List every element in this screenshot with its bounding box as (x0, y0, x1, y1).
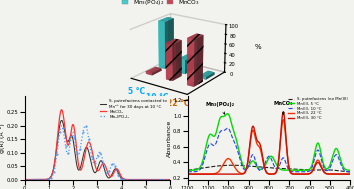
Legend: S. putrefaciens contacted to
Mn²⁺ for 30 days at 10 °C, MnCO₃, Mn₃(PO₄)₂: S. putrefaciens contacted to Mn²⁺ for 30… (99, 98, 168, 120)
Text: Mn₃(PO₄)₂: Mn₃(PO₄)₂ (206, 102, 235, 114)
Text: MnCO₃: MnCO₃ (274, 101, 293, 115)
Y-axis label: g(R) (Å⁻²): g(R) (Å⁻²) (0, 123, 5, 153)
Legend: S. putrefaciens (no Mn(II)), Mn(II), 5 °C, Mn(II), 10 °C, Mn(II), 22 °C, Mn(II),: S. putrefaciens (no Mn(II)), Mn(II), 5 °… (288, 97, 349, 121)
Y-axis label: Absorbance: Absorbance (167, 119, 172, 157)
Legend: Mn$_3$(PO$_4$)$_2$, MnCO$_3$: Mn$_3$(PO$_4$)$_2$, MnCO$_3$ (122, 0, 200, 8)
